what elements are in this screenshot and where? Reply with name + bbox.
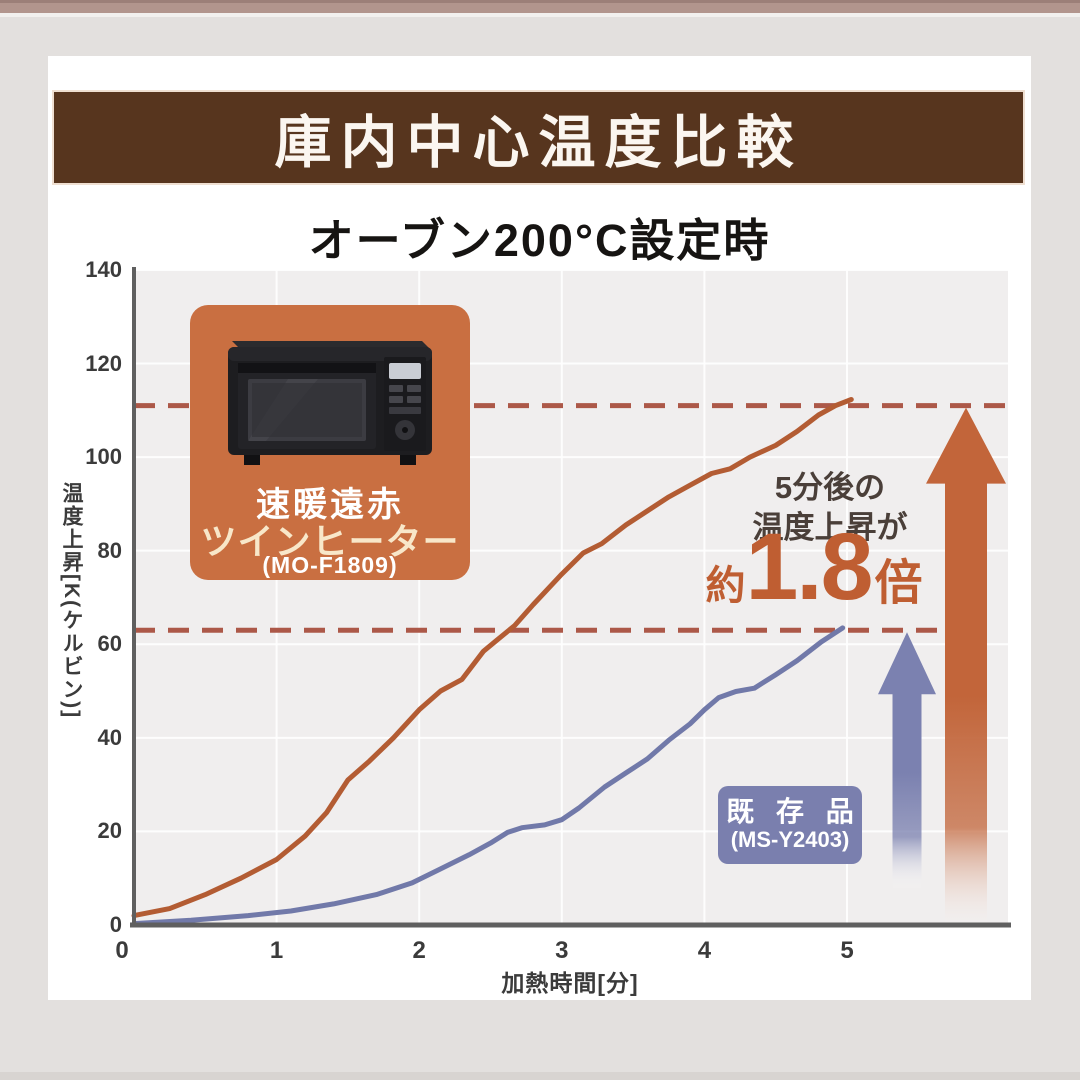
microwave-oven-image <box>218 327 442 469</box>
x-axis-label: 加熱時間[分] <box>501 970 639 996</box>
y-axis-label: 温度上昇[K(ケルビン)] <box>60 481 83 720</box>
annotation-line1: 5分後の <box>774 470 886 505</box>
y-tick-label: 0 <box>109 912 122 937</box>
annotation-value: 1.8 <box>745 514 873 620</box>
product-model: (MO-F1809) <box>262 552 398 578</box>
top-strip <box>0 3 1080 13</box>
annotation-ratio: 約 1.8 倍 <box>698 520 930 615</box>
y-tick-label: 20 <box>97 818 122 844</box>
x-tick-label: 2 <box>412 937 426 964</box>
y-tick-label: 120 <box>85 350 122 376</box>
x-tick-label: 3 <box>555 937 569 964</box>
x-tick-label: 0 <box>115 937 129 964</box>
top-strip-dark <box>0 0 1080 3</box>
top-strip-highlight <box>0 13 1080 17</box>
annotation-suffix: 倍 <box>874 557 923 610</box>
y-tick-label: 40 <box>97 724 122 750</box>
y-tick-label: 60 <box>97 631 122 657</box>
title-banner: 庫内中心温度比較 <box>52 90 1025 185</box>
x-tick-label: 4 <box>697 937 712 964</box>
x-tick-label: 5 <box>840 937 854 964</box>
page-title: 庫内中心温度比較 <box>274 110 803 175</box>
legacy-product-model: (MS-Y2403) <box>730 827 850 852</box>
y-tick-label: 100 <box>85 444 122 470</box>
chart-subtitle: オーブン200°C設定時 <box>308 215 771 266</box>
legacy-product-label: 既 存 品 <box>726 796 861 827</box>
annotation-approx: 約 <box>705 564 746 608</box>
legacy-product-label-box: 既 存 品 (MS-Y2403) <box>718 786 862 864</box>
x-tick-label: 1 <box>269 937 284 964</box>
y-tick-label: 140 <box>85 256 122 282</box>
product-callout-box: 速暖遠赤 ツインヒーター (MO-F1809) <box>190 305 470 580</box>
y-tick-label: 80 <box>97 537 122 563</box>
bottom-strip <box>0 1072 1080 1080</box>
